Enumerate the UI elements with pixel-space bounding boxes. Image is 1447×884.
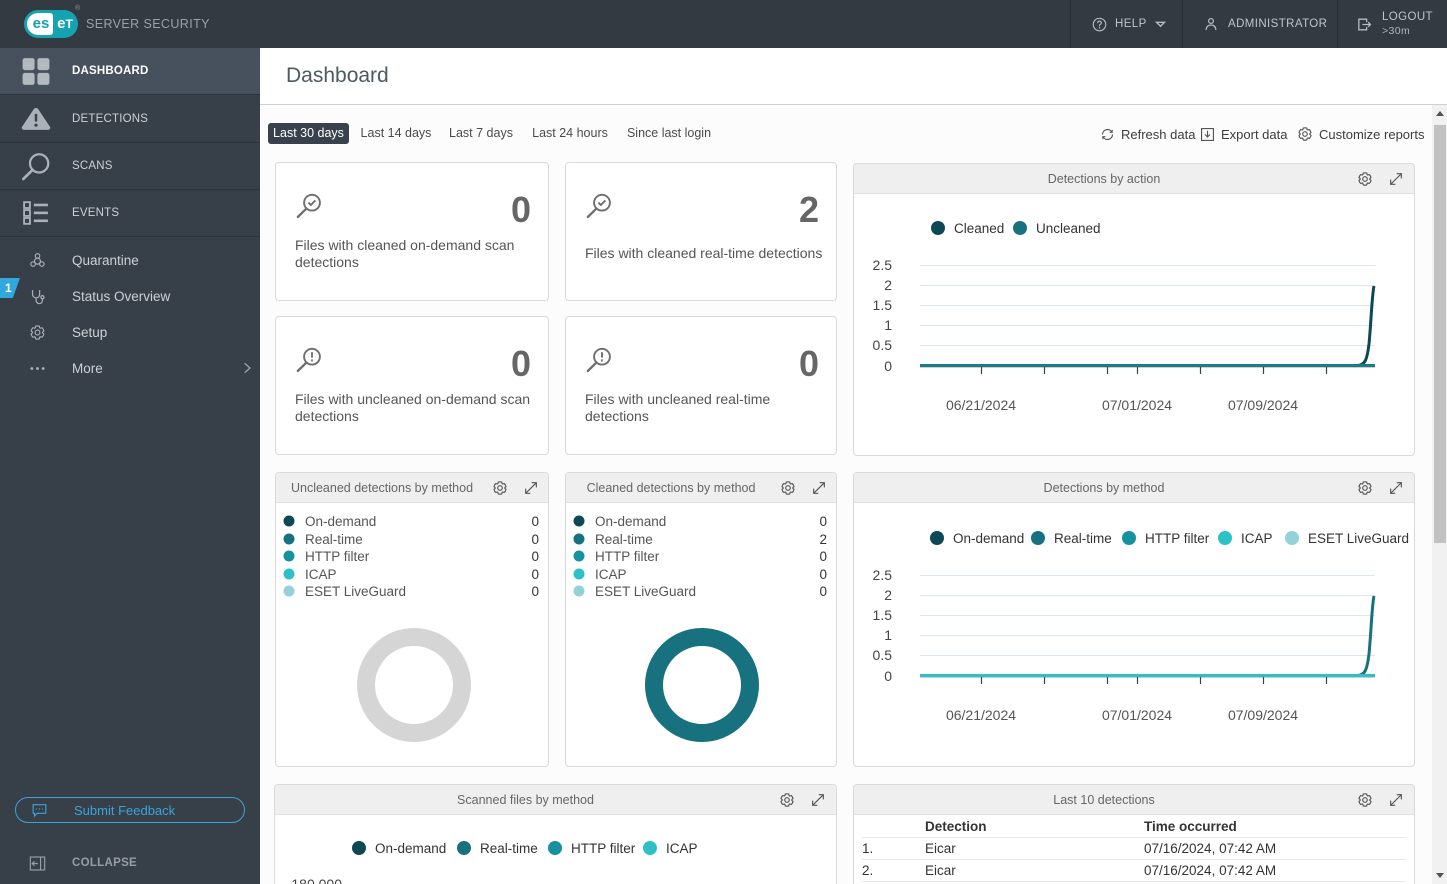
svg-text:Eicar: Eicar [925, 863, 956, 878]
svg-text:ICAP: ICAP [595, 567, 627, 582]
svg-text:0: 0 [819, 584, 827, 599]
svg-text:ESET LiveGuard: ESET LiveGuard [1308, 531, 1409, 546]
svg-text:2: 2 [819, 532, 827, 547]
svg-text:Time occurred: Time occurred [1144, 819, 1237, 834]
svg-text:Eicar: Eicar [925, 841, 956, 856]
svg-text:2.5: 2.5 [873, 257, 893, 273]
svg-text:Cleaned: Cleaned [954, 221, 1004, 236]
svg-text:Uncleaned: Uncleaned [1036, 221, 1101, 236]
svg-text:0: 0 [884, 668, 892, 684]
svg-text:ICAP: ICAP [305, 567, 337, 582]
svg-text:2.: 2. [862, 863, 873, 878]
svg-text:0: 0 [531, 532, 539, 547]
svg-text:Real-time: Real-time [305, 532, 363, 547]
svg-text:ESET LiveGuard: ESET LiveGuard [305, 584, 406, 599]
svg-text:1: 1 [884, 627, 892, 643]
svg-text:0: 0 [531, 567, 539, 582]
svg-text:07/01/2024: 07/01/2024 [1102, 397, 1172, 413]
svg-text:0: 0 [531, 549, 539, 564]
svg-text:07/16/2024, 07:42 AM: 07/16/2024, 07:42 AM [1144, 863, 1276, 878]
svg-text:Real-time: Real-time [1054, 531, 1112, 546]
svg-text:Real-time: Real-time [595, 532, 653, 547]
svg-text:07/09/2024: 07/09/2024 [1228, 397, 1298, 413]
svg-text:1: 1 [884, 317, 892, 333]
svg-text:0.5: 0.5 [873, 647, 893, 663]
svg-text:07/16/2024, 07:42 AM: 07/16/2024, 07:42 AM [1144, 841, 1276, 856]
svg-text:0: 0 [531, 514, 539, 529]
svg-text:HTTP filter: HTTP filter [571, 841, 636, 856]
svg-text:0: 0 [819, 567, 827, 582]
svg-text:07/09/2024: 07/09/2024 [1228, 707, 1298, 723]
svg-text:07/01/2024: 07/01/2024 [1102, 707, 1172, 723]
svg-text:HTTP filter: HTTP filter [595, 549, 660, 564]
svg-text:Real-time: Real-time [480, 841, 538, 856]
svg-text:180,000: 180,000 [291, 876, 342, 884]
svg-text:On-demand: On-demand [375, 841, 446, 856]
svg-text:0: 0 [819, 514, 827, 529]
svg-text:0: 0 [819, 549, 827, 564]
svg-text:On-demand: On-demand [953, 531, 1024, 546]
svg-text:0: 0 [884, 358, 892, 374]
svg-text:06/21/2024: 06/21/2024 [946, 707, 1016, 723]
svg-text:2: 2 [884, 277, 892, 293]
svg-text:0.5: 0.5 [873, 337, 893, 353]
svg-text:ICAP: ICAP [666, 841, 698, 856]
svg-text:0: 0 [531, 584, 539, 599]
svg-text:1.: 1. [862, 841, 873, 856]
svg-text:Detection: Detection [925, 819, 987, 834]
svg-text:HTTP filter: HTTP filter [305, 549, 370, 564]
svg-text:HTTP filter: HTTP filter [1145, 531, 1210, 546]
svg-text:1.5: 1.5 [873, 607, 893, 623]
svg-text:ICAP: ICAP [1241, 531, 1273, 546]
svg-text:ESET LiveGuard: ESET LiveGuard [595, 584, 696, 599]
svg-text:On-demand: On-demand [595, 514, 666, 529]
svg-text:On-demand: On-demand [305, 514, 376, 529]
svg-text:1.5: 1.5 [873, 297, 893, 313]
svg-text:2: 2 [884, 587, 892, 603]
svg-text:06/21/2024: 06/21/2024 [946, 397, 1016, 413]
svg-text:2.5: 2.5 [873, 567, 893, 583]
